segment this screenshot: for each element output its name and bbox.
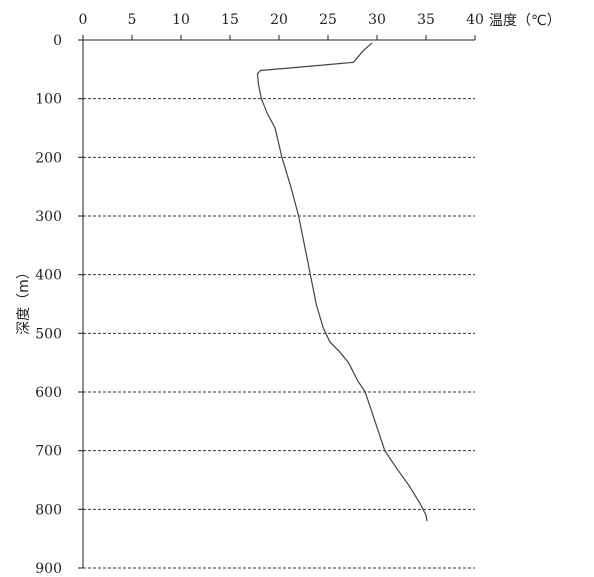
y-tick-label-800: 800 [35, 502, 62, 518]
x-tick-label-0: 0 [79, 12, 88, 28]
y-tick-label-0: 0 [53, 33, 62, 49]
x-axis-title: 温度（℃） [489, 13, 561, 29]
x-tick-label-15: 15 [221, 12, 239, 28]
x-tick-label-25: 25 [319, 12, 337, 28]
axes [78, 35, 476, 569]
x-tick-label-20: 20 [270, 12, 288, 28]
y-tick-label-200: 200 [35, 150, 62, 166]
y-tick-label-300: 300 [35, 209, 62, 225]
y-tick-labels: 0 100 200 300 400 500 600 700 800 900 [35, 33, 62, 577]
y-tick-label-600: 600 [35, 385, 62, 401]
y-tick-label-500: 500 [35, 326, 62, 342]
grid-lines [83, 98, 475, 569]
y-tick-label-700: 700 [35, 444, 62, 460]
x-tick-labels: 0 5 10 15 20 25 30 35 40 [79, 12, 484, 28]
x-tick-label-5: 5 [128, 12, 137, 28]
y-tick-label-400: 400 [35, 268, 62, 284]
temperature-profile-line [256, 42, 428, 522]
y-tick-label-100: 100 [35, 92, 62, 108]
x-tick-label-40: 40 [466, 12, 484, 28]
y-axis-title: 深度（m） [16, 265, 32, 335]
x-tick-label-30: 30 [368, 12, 386, 28]
x-tick-label-35: 35 [417, 12, 435, 28]
y-tick-label-900: 900 [35, 561, 62, 577]
x-tick-label-10: 10 [172, 12, 190, 28]
